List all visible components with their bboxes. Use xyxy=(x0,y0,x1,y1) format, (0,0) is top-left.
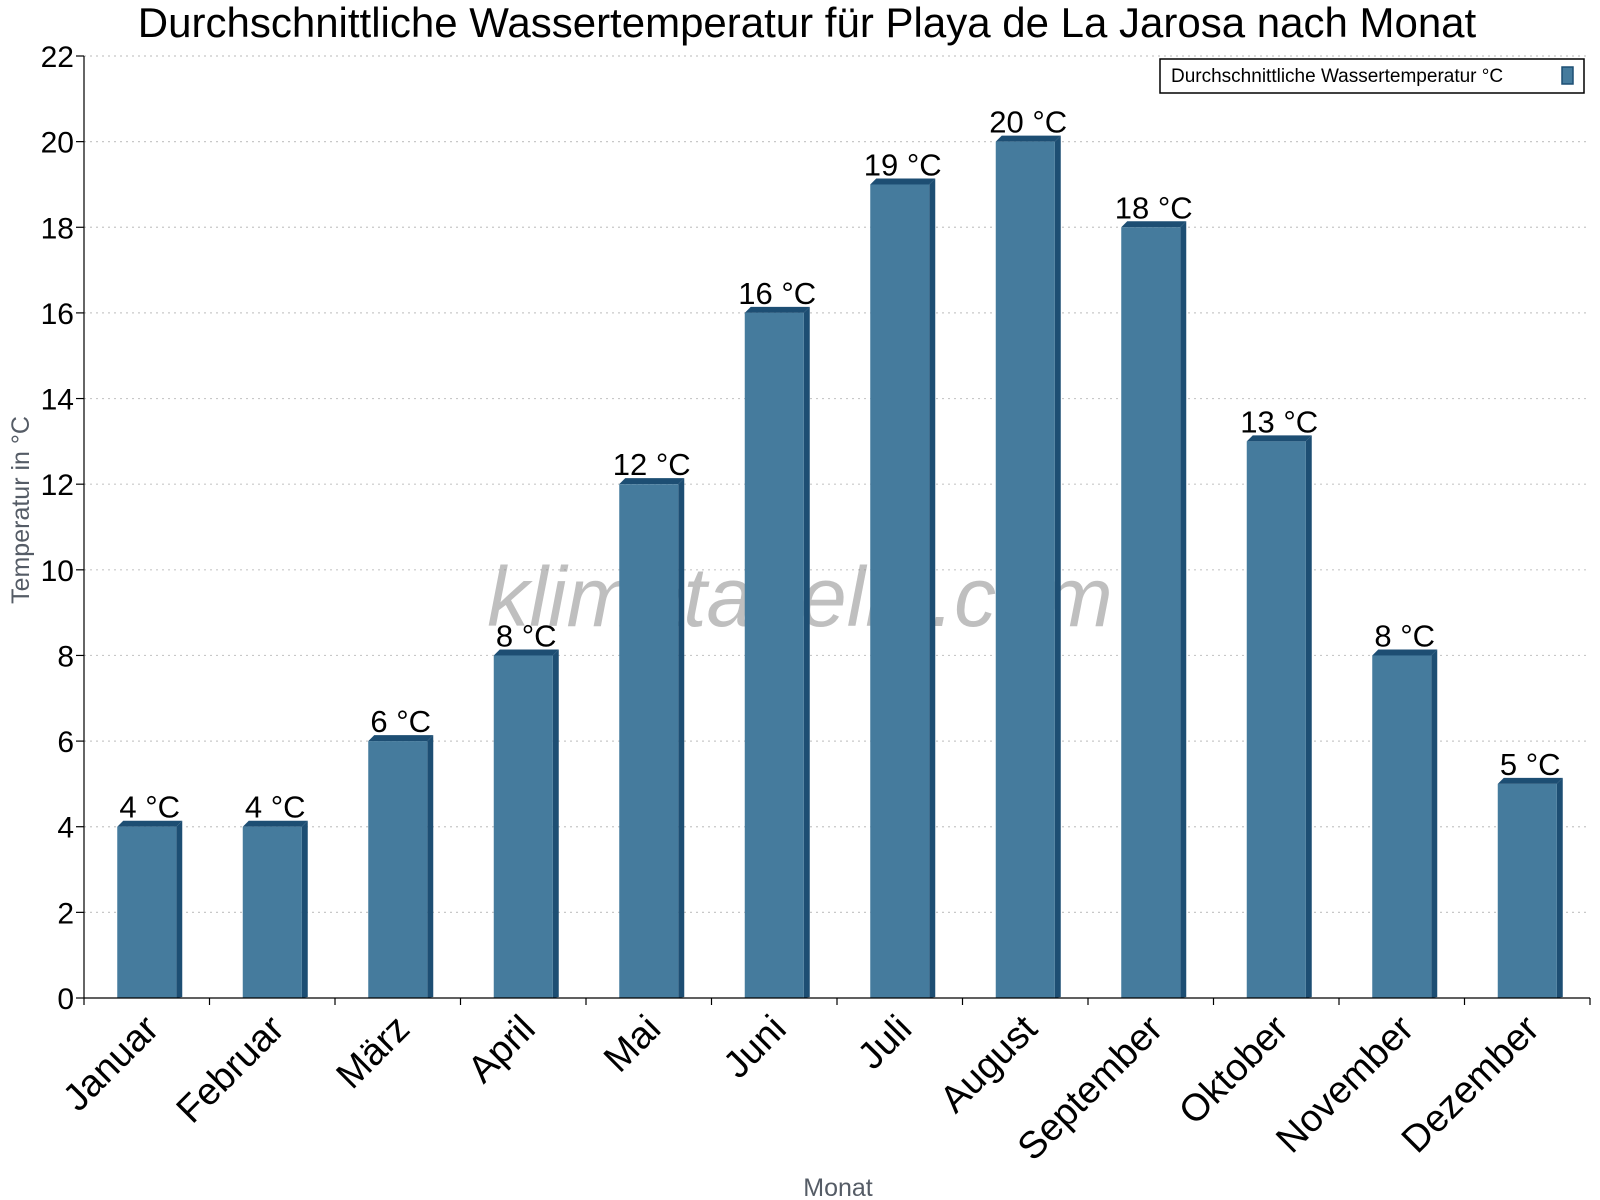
x-tick-label: Dezember xyxy=(1394,1007,1548,1161)
bar xyxy=(1372,655,1432,998)
y-tick-label: 20 xyxy=(41,127,74,160)
x-tick-label: Februar xyxy=(169,1007,293,1131)
bar xyxy=(368,741,428,998)
x-tick-label: März xyxy=(329,1008,418,1097)
x-axis-label: Monat xyxy=(803,1174,873,1200)
bar-side xyxy=(929,178,936,999)
bar-top xyxy=(1121,221,1187,228)
y-axis-label: Temperatur in °C xyxy=(7,416,35,604)
y-tick-label: 10 xyxy=(41,555,74,588)
x-tick-label: April xyxy=(460,1008,543,1091)
bar xyxy=(117,826,177,998)
y-tick-label: 16 xyxy=(41,298,74,331)
legend-swatch xyxy=(1561,66,1574,85)
bar-side xyxy=(1556,777,1563,998)
bar xyxy=(870,184,930,999)
bar xyxy=(1497,783,1557,998)
y-tick-label: 4 xyxy=(57,812,74,845)
data-label: 4 °C xyxy=(119,790,180,825)
y-tick-label: 6 xyxy=(57,726,74,759)
bar-top xyxy=(1246,435,1312,442)
data-label: 12 °C xyxy=(613,447,691,482)
y-ticks: 0 2 4 6 8 10 12 14 16 18 20 22 xyxy=(41,41,84,1016)
x-tick-label: Januar xyxy=(55,1007,167,1119)
data-label: 4 °C xyxy=(245,790,306,825)
bar-top xyxy=(1372,649,1438,656)
y-tick-label: 12 xyxy=(41,469,74,502)
bar-top xyxy=(493,649,559,656)
bar-side xyxy=(176,820,183,998)
bar-side xyxy=(1431,649,1438,998)
bar-side xyxy=(803,306,810,999)
bar xyxy=(995,141,1055,999)
y-tick-label: 18 xyxy=(41,212,74,245)
data-label: 19 °C xyxy=(864,147,942,182)
grid xyxy=(84,55,1590,913)
data-label: 6 °C xyxy=(370,704,431,739)
bar-side xyxy=(427,735,434,998)
y-tick-label: 14 xyxy=(41,384,74,417)
bar-side xyxy=(1305,435,1312,998)
x-ticks: Januar Februar März April Mai Juni Juli AugustS… xyxy=(55,998,1591,1169)
bar-top xyxy=(117,820,183,827)
legend-box xyxy=(1159,58,1585,94)
x-tick-label: Mai xyxy=(596,1008,669,1081)
data-labels: 4 °C 4 °C 6 °C 8 °C 12 °C 16 °C 19 °C 20 °C 18 °… xyxy=(119,105,1560,825)
x-tick-label: Juni xyxy=(716,1008,795,1087)
bar xyxy=(744,312,804,999)
bar xyxy=(1246,441,1306,998)
bar-top xyxy=(242,820,308,827)
data-label: 20 °C xyxy=(989,105,1067,140)
bar-top xyxy=(619,478,685,485)
data-label: 16 °C xyxy=(738,276,816,311)
y-tick-label: 2 xyxy=(57,897,74,930)
bar-side xyxy=(678,478,685,998)
legend-label: Durchschnittliche Wassertemperatur °C xyxy=(1171,66,1503,87)
bar-side xyxy=(552,649,559,998)
bar-top xyxy=(1497,777,1563,784)
bar-side xyxy=(1180,221,1187,999)
bar xyxy=(619,484,679,998)
data-label: 8 °C xyxy=(1374,618,1435,653)
bar xyxy=(493,655,553,998)
legend: Durchschnittliche Wassertemperatur °C xyxy=(1159,58,1585,94)
bar-top xyxy=(368,735,434,742)
bar xyxy=(1121,227,1181,999)
y-tick-label: 22 xyxy=(41,41,74,74)
chart-title: Durchschnittliche Wassertemperatur für P… xyxy=(138,0,1477,46)
bars xyxy=(117,135,1563,999)
bar xyxy=(242,826,302,998)
x-tick-label: Juli xyxy=(850,1008,920,1078)
axes xyxy=(83,56,1590,999)
y-tick-label: 8 xyxy=(57,640,74,673)
y-tick-label: 0 xyxy=(57,983,74,1016)
bar-side xyxy=(1054,135,1061,999)
bar-side xyxy=(301,820,308,998)
data-label: 13 °C xyxy=(1240,404,1318,439)
bar-top xyxy=(870,178,936,185)
bar-top xyxy=(995,135,1061,142)
bar-top xyxy=(744,306,810,313)
data-label: 18 °C xyxy=(1115,190,1193,225)
x-tick-label: August xyxy=(932,1007,1046,1121)
data-label: 5 °C xyxy=(1500,747,1561,782)
data-label: 8 °C xyxy=(496,618,557,653)
x-tick-label: Oktober xyxy=(1171,1007,1297,1133)
